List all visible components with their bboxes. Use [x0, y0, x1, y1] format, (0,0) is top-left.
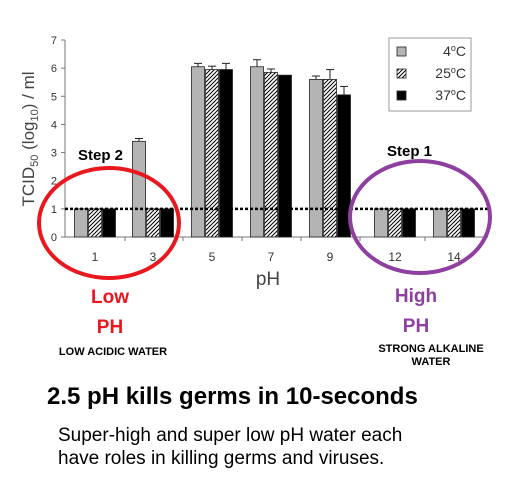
low-ph-line1: Low — [91, 287, 129, 308]
body-line1: Super-high and super low pH water each — [58, 425, 403, 446]
bar-37oC-14 — [461, 208, 475, 238]
bar-4oC-9 — [309, 79, 323, 238]
legend-label-25oC: 25oC — [435, 65, 466, 81]
low-ph-label: Low PH — [70, 283, 150, 343]
low-ph-line2: PH — [96, 317, 124, 338]
strong-alkaline-line1: STRONG ALKALINE — [378, 343, 484, 355]
y-tick-label-2: 2 — [51, 176, 57, 188]
step2-label: Step 2 — [78, 147, 124, 164]
x-tick-label-14: 14 — [447, 250, 461, 264]
body-text: Super-high and super low pH water each h… — [58, 424, 402, 470]
bar-4oC-3 — [132, 140, 146, 238]
bar-4oC-7 — [250, 66, 264, 238]
legend-swatch-25oC — [396, 68, 407, 79]
x-axis-title: pH — [256, 269, 280, 290]
bar-25oC-3 — [146, 208, 160, 238]
legend: 4oC 25oC 37oC — [388, 37, 472, 112]
body-line2: have roles in killing germs and viruses. — [58, 448, 385, 469]
strong-alkaline-line2: WATER — [411, 356, 451, 368]
bar-4oC-14 — [433, 208, 447, 238]
bar-4oC-12 — [374, 208, 388, 238]
y-tick-label-4: 4 — [51, 119, 57, 131]
y-tick-label-6: 6 — [51, 63, 57, 75]
bar-25oC-5 — [205, 69, 219, 238]
bars — [65, 59, 488, 238]
bar-37oC-7 — [278, 74, 292, 238]
x-tick-label-7: 7 — [268, 250, 275, 264]
y-tick-label-3: 3 — [51, 148, 57, 160]
x-tick-label-5: 5 — [209, 250, 216, 264]
bar-25oC-1 — [88, 208, 102, 238]
x-tick-label-1: 1 — [92, 250, 99, 264]
legend-label-37oC: 37oC — [435, 87, 466, 103]
bar-25oC-14 — [447, 208, 461, 238]
high-ph-line1: High — [394, 286, 438, 307]
step1-label: Step 1 — [387, 143, 433, 160]
bar-25oC-7 — [264, 71, 278, 238]
y-tick-label-5: 5 — [51, 91, 57, 103]
highlight-circles — [37, 159, 492, 280]
low-acidic-water-caption: LOW ACIDIC WATER — [58, 346, 168, 358]
bar-4oC-1 — [74, 208, 88, 238]
y-tick-label-0: 0 — [51, 232, 57, 244]
y-tick-label-7: 7 — [51, 35, 57, 47]
bar-4oC-5 — [191, 66, 205, 238]
legend-swatch-37oC — [396, 90, 407, 101]
bar-25oC-9 — [323, 79, 337, 238]
x-tick-label-12: 12 — [388, 250, 402, 264]
strong-alkaline-water-caption: STRONG ALKALINE WATER — [356, 343, 506, 369]
headline: 2.5 pH kills germs in 10-seconds — [47, 383, 418, 410]
y-tick-label-1: 1 — [51, 204, 57, 216]
x-tick-label-9: 9 — [327, 250, 334, 264]
bar-37oC-5 — [219, 69, 233, 238]
high-ph-line2: PH — [402, 316, 430, 337]
bar-37oC-1 — [102, 208, 116, 238]
bar-25oC-12 — [388, 208, 402, 238]
high-ph-circle — [348, 159, 492, 275]
y-axis-title: TCID50 (log10) / ml — [19, 71, 41, 206]
high-ph-label: High PH — [376, 282, 456, 342]
legend-swatch-4oC — [396, 46, 407, 57]
bar-37oC-3 — [160, 208, 174, 238]
legend-label-4oC: 4oC — [443, 43, 466, 59]
low-ph-circle — [37, 166, 181, 280]
x-tick-label-3: 3 — [150, 250, 157, 264]
bar-37oC-12 — [402, 208, 416, 238]
